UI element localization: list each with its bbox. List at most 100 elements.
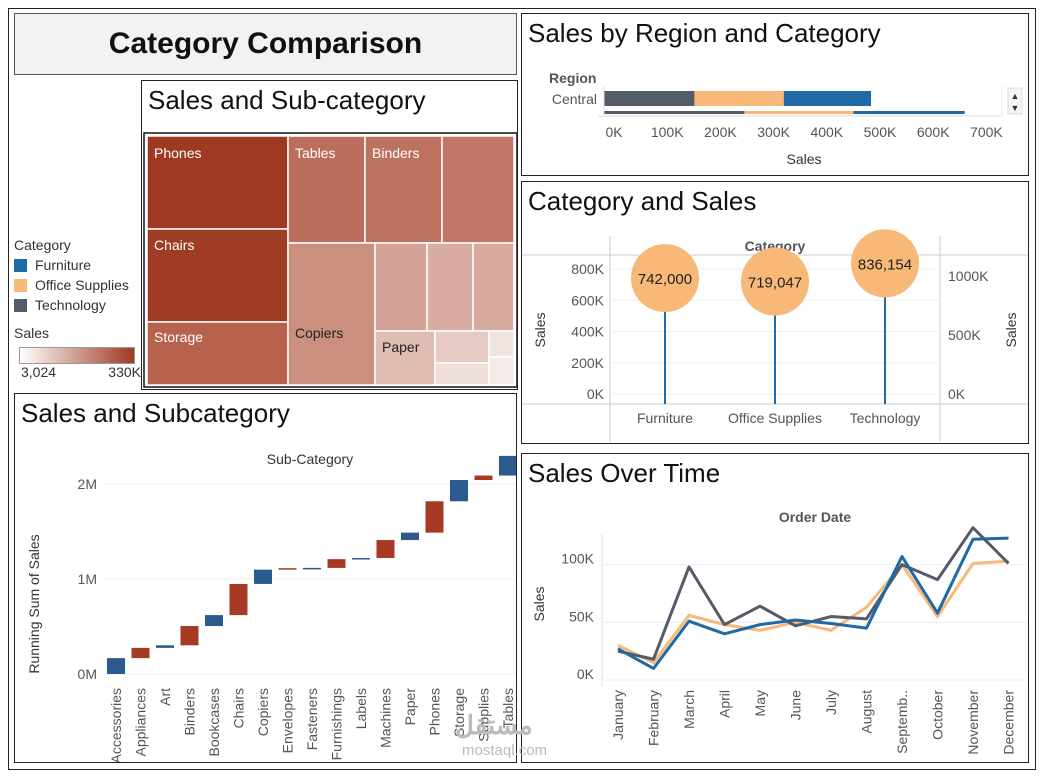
- x-tick-label: October: [930, 690, 946, 740]
- lollipop-head[interactable]: [741, 247, 809, 316]
- x-tick-label: July: [823, 690, 839, 715]
- waterfall-bar[interactable]: [156, 645, 174, 648]
- waterfall-bar[interactable]: [425, 501, 444, 533]
- sales-min-label: 3,024: [21, 364, 57, 380]
- waterfall-bar[interactable]: [376, 540, 395, 559]
- waterfall-panel: Sales and Subcategory Sub-Category Runni…: [14, 393, 517, 763]
- cs-y-label-left: Sales: [532, 312, 548, 347]
- office-supplies-swatch: [14, 279, 27, 292]
- y-tick-label: 0M: [78, 666, 97, 682]
- tile-furnishings[interactable]: [426, 242, 474, 332]
- x-tick-label: 500K: [864, 124, 897, 140]
- cs-y-label-right: Sales: [1003, 312, 1019, 347]
- tile-machines[interactable]: [441, 135, 515, 244]
- sales-legend-title: Sales: [14, 325, 50, 341]
- tile-copiers[interactable]: [287, 242, 376, 386]
- waterfall-title: Sales and Subcategory: [21, 398, 290, 428]
- tile-appliances[interactable]: [434, 330, 490, 364]
- waterfall-bar[interactable]: [401, 532, 419, 541]
- furniture-swatch: [14, 259, 27, 272]
- y-tick-label: 100K: [561, 551, 594, 567]
- x-tick-label: Bookcases: [206, 688, 222, 756]
- tile-envelopes[interactable]: [488, 356, 515, 386]
- watermark-arabic: مستقل: [455, 710, 533, 740]
- watermark-latin: mostaql.com: [462, 742, 548, 759]
- waterfall-y-label: Running Sum of Sales: [26, 534, 42, 673]
- x-tick-label: June: [788, 690, 804, 721]
- region-title: Sales by Region and Category: [528, 18, 881, 48]
- x-tick-label: January: [610, 690, 626, 740]
- lollipop-value-label: 836,154: [858, 256, 912, 273]
- lollipop-head[interactable]: [631, 244, 699, 313]
- x-tick-label: 0K: [605, 124, 623, 140]
- x-tick-label: Machines: [378, 688, 394, 748]
- region-bar-east[interactable]: [744, 111, 854, 114]
- y-tick-label: 0K: [577, 666, 595, 682]
- waterfall-bar[interactable]: [303, 567, 321, 570]
- waterfall-bar[interactable]: [352, 558, 370, 560]
- waterfall-bar[interactable]: [450, 480, 468, 502]
- x-tick-label: November: [965, 690, 981, 755]
- tile-accessories[interactable]: [374, 242, 428, 332]
- x-tick-label: 400K: [810, 124, 843, 140]
- lollipop-head[interactable]: [851, 229, 919, 298]
- waterfall-bar[interactable]: [205, 615, 223, 627]
- waterfall-bar[interactable]: [229, 583, 248, 616]
- category-legend: Category Furniture Office Supplies Techn…: [14, 237, 141, 380]
- x-tick-label: Art: [157, 688, 173, 706]
- x-tick-label: Technology: [850, 410, 921, 426]
- waterfall-bar[interactable]: [474, 475, 493, 481]
- waterfall-bar[interactable]: [131, 647, 150, 659]
- y-tick-label: 200K: [571, 355, 604, 371]
- waterfall-bar[interactable]: [499, 455, 516, 476]
- x-tick-label: December: [1001, 690, 1017, 755]
- tile-art[interactable]: [488, 330, 515, 358]
- waterfall-bar[interactable]: [327, 559, 346, 568]
- legend-label: Office Supplies: [35, 277, 129, 293]
- time-series-line[interactable]: [617, 536, 1009, 670]
- y-tick-label: 800K: [571, 261, 604, 277]
- tile-bookcases[interactable]: [472, 242, 515, 332]
- treemap-title: Sales and Sub-category: [148, 85, 426, 115]
- sales-gradient: [19, 347, 135, 364]
- x-tick-label: Furniture: [637, 410, 693, 426]
- x-tick-label: Septemb..: [894, 690, 910, 754]
- region-chart: Region Central 0K 100K 200K 300K 400K 500K 600…: [549, 70, 1023, 167]
- x-tick-label: 300K: [757, 124, 790, 140]
- waterfall-bar[interactable]: [107, 658, 125, 674]
- sales-max-label: 330K: [108, 364, 141, 380]
- tile-phones[interactable]: [146, 135, 289, 230]
- legend-item-furniture[interactable]: Furniture: [14, 257, 141, 273]
- waterfall-bar[interactable]: [278, 568, 297, 570]
- tile-label-chairs: Chairs: [154, 237, 194, 253]
- tile-label-tables: Tables: [295, 145, 335, 161]
- tile-label-paper: Paper: [382, 339, 420, 355]
- time-series-line[interactable]: [617, 559, 1009, 665]
- tile-supplies[interactable]: [434, 362, 490, 386]
- region-bar-central[interactable]: [783, 91, 872, 106]
- scroll-down-icon[interactable]: ▼: [1011, 103, 1020, 113]
- tile-label-binders: Binders: [372, 145, 419, 161]
- x-tick-label: 600K: [917, 124, 950, 140]
- legend-item-office-supplies[interactable]: Office Supplies: [14, 277, 141, 293]
- waterfall-bar[interactable]: [180, 626, 199, 646]
- x-tick-label: Fasteners: [304, 688, 320, 750]
- tile-binders[interactable]: [364, 135, 443, 244]
- technology-swatch: [14, 299, 27, 312]
- region-bar-central[interactable]: [604, 91, 695, 106]
- legend-item-technology[interactable]: Technology: [14, 297, 141, 313]
- region-bar-central[interactable]: [694, 91, 784, 106]
- time-panel: Sales Over Time Order Date Sales 100K 50K…: [521, 453, 1029, 763]
- scroll-up-icon[interactable]: ▲: [1011, 91, 1020, 101]
- y-tick-label-right: 0K: [948, 386, 966, 402]
- x-tick-label: 700K: [970, 124, 1003, 140]
- x-tick-label: Supplies: [476, 688, 492, 742]
- region-bar-east[interactable]: [604, 111, 745, 114]
- waterfall-bar[interactable]: [254, 569, 272, 584]
- time-chart: Order Date Sales 100K 50K 0K January Februa…: [531, 509, 1027, 755]
- region-bar-east[interactable]: [853, 111, 965, 114]
- scroll-control[interactable]: ▲ ▼: [1007, 87, 1023, 115]
- legend-label: Technology: [35, 297, 106, 313]
- x-tick-label: August: [859, 690, 875, 734]
- x-tick-label: 200K: [704, 124, 737, 140]
